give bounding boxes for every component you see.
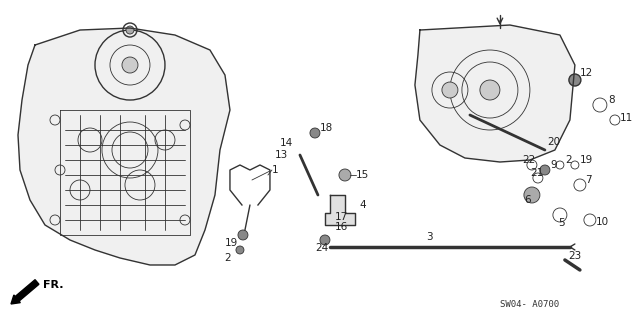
Circle shape	[524, 187, 540, 203]
Text: 22: 22	[522, 155, 535, 165]
Text: 8: 8	[608, 95, 615, 105]
Text: 4: 4	[360, 200, 366, 210]
Text: 3: 3	[427, 232, 433, 242]
FancyArrow shape	[11, 280, 39, 304]
Circle shape	[540, 165, 550, 175]
Text: 10: 10	[596, 217, 609, 227]
Text: 19: 19	[224, 238, 237, 248]
Text: 2: 2	[225, 253, 231, 263]
Text: 12: 12	[580, 68, 593, 78]
Text: 9: 9	[550, 160, 556, 170]
Polygon shape	[415, 25, 575, 162]
Circle shape	[236, 246, 244, 254]
Text: FR.: FR.	[43, 280, 64, 290]
Circle shape	[569, 74, 581, 86]
Text: 16: 16	[335, 222, 348, 232]
Text: 23: 23	[568, 251, 581, 261]
Text: 19: 19	[580, 155, 593, 165]
Text: 2: 2	[565, 155, 572, 165]
Polygon shape	[18, 28, 230, 265]
Text: 17: 17	[335, 212, 348, 222]
Text: 18: 18	[320, 123, 333, 133]
Circle shape	[310, 128, 320, 138]
Text: 13: 13	[275, 150, 288, 160]
Text: 1: 1	[272, 165, 279, 175]
Circle shape	[238, 230, 248, 240]
Circle shape	[126, 26, 134, 34]
Text: 21: 21	[530, 168, 543, 178]
Circle shape	[122, 57, 138, 73]
Circle shape	[320, 235, 330, 245]
Text: 24: 24	[315, 243, 328, 253]
Circle shape	[442, 82, 458, 98]
Circle shape	[480, 80, 500, 100]
Circle shape	[339, 169, 351, 181]
Polygon shape	[325, 195, 355, 225]
Text: 20: 20	[547, 137, 560, 147]
Text: 14: 14	[279, 138, 293, 148]
Text: 6: 6	[524, 195, 530, 205]
Text: 5: 5	[558, 218, 565, 228]
Text: 15: 15	[356, 170, 369, 180]
Text: SW04- A0700: SW04- A0700	[500, 300, 559, 309]
Text: 11: 11	[620, 113, 633, 123]
Text: 7: 7	[585, 175, 592, 185]
